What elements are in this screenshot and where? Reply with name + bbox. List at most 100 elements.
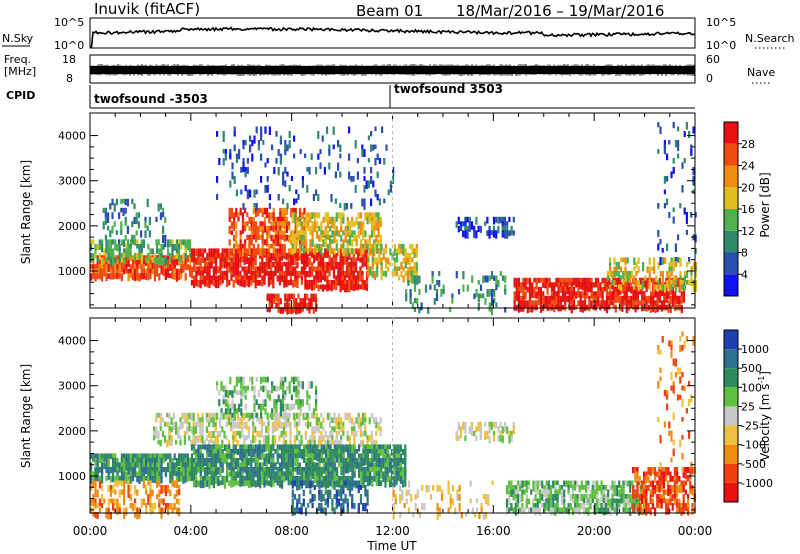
heatmap-cell: [415, 261, 418, 269]
heatmap-cell: [674, 295, 677, 303]
heatmap-cell: [153, 503, 156, 510]
heatmap-cell: [683, 340, 686, 349]
heatmap-cell: [228, 248, 231, 254]
heatmap-cell: [111, 225, 114, 234]
heatmap-cell: [321, 261, 325, 269]
heatmap-cell: [539, 295, 543, 303]
heatmap-cell: [669, 286, 672, 295]
heatmap-cell: [542, 282, 545, 288]
heatmap-cell: [220, 408, 223, 417]
heatmap-cell: [197, 462, 200, 467]
heatmap-cell: [662, 471, 665, 480]
heatmap-cell: [285, 225, 288, 233]
heatmap-cell: [327, 471, 330, 478]
heatmap-cell: [94, 485, 97, 491]
heatmap-cell: [287, 270, 290, 276]
heatmap-cell: [402, 457, 405, 465]
heatmap-cell: [672, 385, 675, 394]
heatmap-cell: [579, 300, 582, 307]
heatmap-cell: [682, 507, 685, 515]
heatmap-cell: [197, 466, 200, 473]
heatmap-cell: [352, 284, 355, 292]
heatmap-cell: [341, 266, 344, 273]
heatmap-cell: [271, 412, 274, 420]
heatmap-cell: [418, 275, 421, 284]
heatmap-cell: [109, 466, 112, 474]
heatmap-cell: [90, 453, 93, 460]
heatmap-cell: [255, 230, 258, 239]
heatmap-cell: [180, 475, 183, 482]
heatmap-cell: [407, 480, 411, 488]
heatmap-cell: [332, 284, 336, 290]
heatmap-cell: [613, 498, 616, 505]
heatmap-cell: [96, 264, 99, 273]
cpid-segment-2: twofsound 3503: [394, 82, 503, 96]
heatmap-cell: [147, 480, 150, 486]
heatmap-cell: [435, 280, 439, 286]
heatmap-cell: [296, 412, 299, 419]
heatmap-cell: [668, 140, 671, 145]
heatmap-cell: [557, 295, 560, 302]
heatmap-cell: [248, 471, 251, 480]
heatmap-cell: [343, 275, 347, 281]
heatmap-cell: [371, 453, 374, 462]
heatmap-cell: [138, 462, 141, 470]
heatmap-cell: [142, 239, 145, 248]
heatmap-cell: [282, 180, 285, 186]
heatmap-cell: [243, 453, 246, 462]
heatmap-cell: [303, 266, 306, 273]
heatmap-cell: [228, 239, 231, 246]
heatmap-cell: [438, 280, 441, 287]
heatmap-cell: [262, 399, 265, 407]
heatmap-cell: [309, 439, 312, 448]
heatmap-cell: [149, 480, 152, 489]
heatmap-cell: [204, 279, 207, 287]
heatmap-cell: [168, 426, 171, 433]
heatmap-cell: [217, 444, 220, 450]
heatmap-cell: [285, 430, 288, 438]
heatmap-cell: [563, 480, 566, 487]
heatmap-cell: [449, 307, 452, 313]
heatmap-cell: [201, 453, 204, 460]
heatmap-cell: [340, 426, 343, 432]
heatmap-cell: [316, 475, 319, 483]
heatmap-cell: [484, 275, 487, 283]
heatmap-cell: [175, 252, 178, 259]
heatmap-cell: [378, 257, 381, 265]
heatmap-cell: [221, 453, 224, 462]
heatmap-cell: [484, 498, 488, 504]
heatmap-cell: [466, 225, 469, 231]
heatmap-cell: [579, 295, 582, 304]
heatmap-cell: [328, 162, 331, 170]
heatmap-cell: [353, 426, 356, 432]
heatmap-cell: [253, 385, 256, 394]
heatmap-cell: [658, 467, 661, 474]
heatmap-cell: [131, 453, 134, 462]
heatmap-cell: [546, 282, 549, 290]
heatmap-cell: [233, 212, 236, 218]
heatmap-cell: [250, 252, 253, 260]
y-tick-label: 3000: [58, 175, 86, 188]
heatmap-cell: [277, 149, 280, 156]
heatmap-cell: [335, 275, 338, 281]
heatmap-cell: [265, 457, 268, 464]
heatmap-cell: [665, 498, 668, 506]
heatmap-cell: [162, 485, 165, 493]
heatmap-cell: [148, 216, 151, 226]
heatmap-cell: [302, 248, 305, 254]
heatmap-cell: [331, 503, 334, 512]
heatmap-cell: [486, 275, 489, 283]
heatmap-cell: [175, 268, 178, 277]
heatmap-cell: [259, 480, 262, 489]
heatmap-cell: [351, 498, 354, 504]
heatmap-cell: [94, 475, 97, 484]
heatmap-cell: [495, 230, 498, 239]
heatmap-cell: [123, 239, 126, 248]
heatmap-cell: [98, 252, 101, 260]
heatmap-cell: [260, 408, 263, 415]
heatmap-cell: [326, 503, 330, 508]
heatmap-cell: [654, 286, 657, 294]
heatmap-cell: [440, 289, 443, 297]
heatmap-cell: [277, 394, 280, 403]
heatmap-cell: [201, 417, 204, 424]
